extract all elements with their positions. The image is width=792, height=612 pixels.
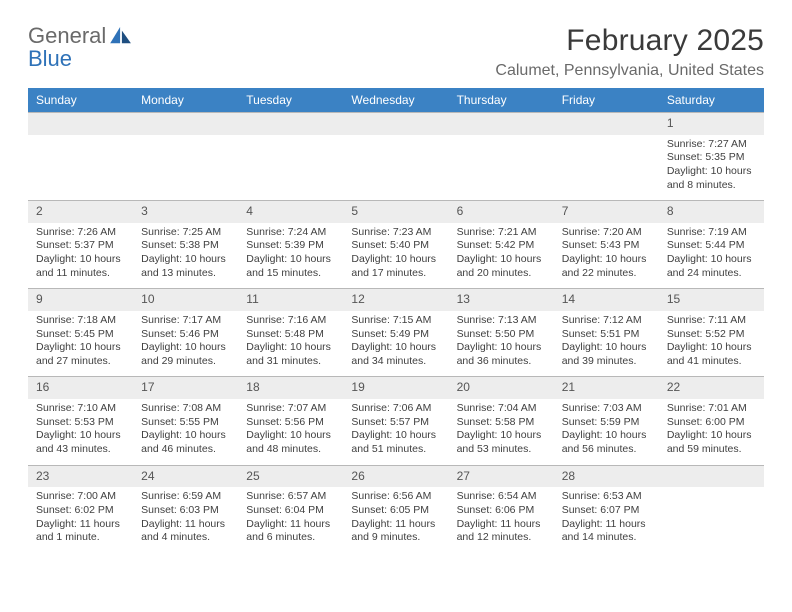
day-detail: Sunrise: 7:07 AM Sunset: 5:56 PM Dayligh… (238, 399, 343, 465)
col-monday: Monday (133, 88, 238, 113)
day-detail: Sunrise: 7:19 AM Sunset: 5:44 PM Dayligh… (659, 223, 764, 289)
day-detail (133, 135, 238, 201)
day-detail (659, 487, 764, 553)
week-2-details: Sunrise: 7:18 AM Sunset: 5:45 PM Dayligh… (28, 311, 764, 377)
day-detail (554, 135, 659, 201)
day-detail: Sunrise: 7:20 AM Sunset: 5:43 PM Dayligh… (554, 223, 659, 289)
col-thursday: Thursday (449, 88, 554, 113)
day-detail: Sunrise: 6:53 AM Sunset: 6:07 PM Dayligh… (554, 487, 659, 553)
week-0-numbers: 1 (28, 113, 764, 135)
day-detail: Sunrise: 7:17 AM Sunset: 5:46 PM Dayligh… (133, 311, 238, 377)
day-detail: Sunrise: 7:16 AM Sunset: 5:48 PM Dayligh… (238, 311, 343, 377)
day-detail: Sunrise: 7:13 AM Sunset: 5:50 PM Dayligh… (449, 311, 554, 377)
day-detail (449, 135, 554, 201)
week-4-numbers: 232425262728 (28, 465, 764, 487)
day-detail: Sunrise: 7:10 AM Sunset: 5:53 PM Dayligh… (28, 399, 133, 465)
day-number: 28 (554, 465, 659, 487)
day-number: 16 (28, 377, 133, 399)
day-number: 6 (449, 201, 554, 223)
day-detail (28, 135, 133, 201)
day-detail: Sunrise: 7:27 AM Sunset: 5:35 PM Dayligh… (659, 135, 764, 201)
week-1-numbers: 2345678 (28, 201, 764, 223)
day-detail: Sunrise: 7:04 AM Sunset: 5:58 PM Dayligh… (449, 399, 554, 465)
week-3-numbers: 16171819202122 (28, 377, 764, 399)
calendar-table: Sunday Monday Tuesday Wednesday Thursday… (28, 88, 764, 553)
day-number: 22 (659, 377, 764, 399)
day-detail: Sunrise: 6:54 AM Sunset: 6:06 PM Dayligh… (449, 487, 554, 553)
day-number (554, 113, 659, 135)
day-number (449, 113, 554, 135)
col-sunday: Sunday (28, 88, 133, 113)
day-header-row: Sunday Monday Tuesday Wednesday Thursday… (28, 88, 764, 113)
day-number: 20 (449, 377, 554, 399)
day-detail: Sunrise: 7:24 AM Sunset: 5:39 PM Dayligh… (238, 223, 343, 289)
day-number: 26 (343, 465, 448, 487)
day-detail: Sunrise: 7:06 AM Sunset: 5:57 PM Dayligh… (343, 399, 448, 465)
day-detail: Sunrise: 7:18 AM Sunset: 5:45 PM Dayligh… (28, 311, 133, 377)
day-detail: Sunrise: 7:25 AM Sunset: 5:38 PM Dayligh… (133, 223, 238, 289)
week-4-details: Sunrise: 7:00 AM Sunset: 6:02 PM Dayligh… (28, 487, 764, 553)
day-number: 17 (133, 377, 238, 399)
title-block: February 2025 Calumet, Pennsylvania, Uni… (495, 24, 764, 80)
day-number: 12 (343, 289, 448, 311)
logo: General Blue (28, 24, 132, 70)
day-number: 19 (343, 377, 448, 399)
day-detail: Sunrise: 7:11 AM Sunset: 5:52 PM Dayligh… (659, 311, 764, 377)
col-friday: Friday (554, 88, 659, 113)
day-detail (238, 135, 343, 201)
logo-text: General Blue (28, 24, 106, 70)
day-number: 15 (659, 289, 764, 311)
week-2-numbers: 9101112131415 (28, 289, 764, 311)
day-number: 18 (238, 377, 343, 399)
header: General Blue February 2025 Calumet, Penn… (28, 24, 764, 80)
day-number: 21 (554, 377, 659, 399)
day-number: 4 (238, 201, 343, 223)
day-detail: Sunrise: 6:59 AM Sunset: 6:03 PM Dayligh… (133, 487, 238, 553)
col-tuesday: Tuesday (238, 88, 343, 113)
day-detail: Sunrise: 7:03 AM Sunset: 5:59 PM Dayligh… (554, 399, 659, 465)
day-number: 2 (28, 201, 133, 223)
day-detail: Sunrise: 7:01 AM Sunset: 6:00 PM Dayligh… (659, 399, 764, 465)
day-number (28, 113, 133, 135)
day-number (343, 113, 448, 135)
col-wednesday: Wednesday (343, 88, 448, 113)
day-detail: Sunrise: 6:57 AM Sunset: 6:04 PM Dayligh… (238, 487, 343, 553)
day-detail (343, 135, 448, 201)
day-number: 14 (554, 289, 659, 311)
day-number: 7 (554, 201, 659, 223)
day-number: 11 (238, 289, 343, 311)
day-number (133, 113, 238, 135)
day-number: 25 (238, 465, 343, 487)
day-number: 23 (28, 465, 133, 487)
day-number: 27 (449, 465, 554, 487)
day-number: 8 (659, 201, 764, 223)
logo-line1: General (28, 23, 106, 48)
day-number: 24 (133, 465, 238, 487)
day-number: 13 (449, 289, 554, 311)
day-number: 9 (28, 289, 133, 311)
week-0-details: Sunrise: 7:27 AM Sunset: 5:35 PM Dayligh… (28, 135, 764, 201)
logo-line2: Blue (28, 47, 106, 70)
day-number: 1 (659, 113, 764, 135)
day-detail: Sunrise: 6:56 AM Sunset: 6:05 PM Dayligh… (343, 487, 448, 553)
day-number (238, 113, 343, 135)
day-detail: Sunrise: 7:08 AM Sunset: 5:55 PM Dayligh… (133, 399, 238, 465)
week-1-details: Sunrise: 7:26 AM Sunset: 5:37 PM Dayligh… (28, 223, 764, 289)
day-number: 10 (133, 289, 238, 311)
week-3-details: Sunrise: 7:10 AM Sunset: 5:53 PM Dayligh… (28, 399, 764, 465)
col-saturday: Saturday (659, 88, 764, 113)
month-title: February 2025 (495, 24, 764, 58)
day-detail: Sunrise: 7:26 AM Sunset: 5:37 PM Dayligh… (28, 223, 133, 289)
day-detail: Sunrise: 7:12 AM Sunset: 5:51 PM Dayligh… (554, 311, 659, 377)
day-number: 3 (133, 201, 238, 223)
day-detail: Sunrise: 7:23 AM Sunset: 5:40 PM Dayligh… (343, 223, 448, 289)
location: Calumet, Pennsylvania, United States (495, 62, 764, 80)
logo-sail-icon (110, 27, 132, 45)
day-detail: Sunrise: 7:00 AM Sunset: 6:02 PM Dayligh… (28, 487, 133, 553)
day-number: 5 (343, 201, 448, 223)
day-detail: Sunrise: 7:21 AM Sunset: 5:42 PM Dayligh… (449, 223, 554, 289)
day-detail: Sunrise: 7:15 AM Sunset: 5:49 PM Dayligh… (343, 311, 448, 377)
day-number (659, 465, 764, 487)
